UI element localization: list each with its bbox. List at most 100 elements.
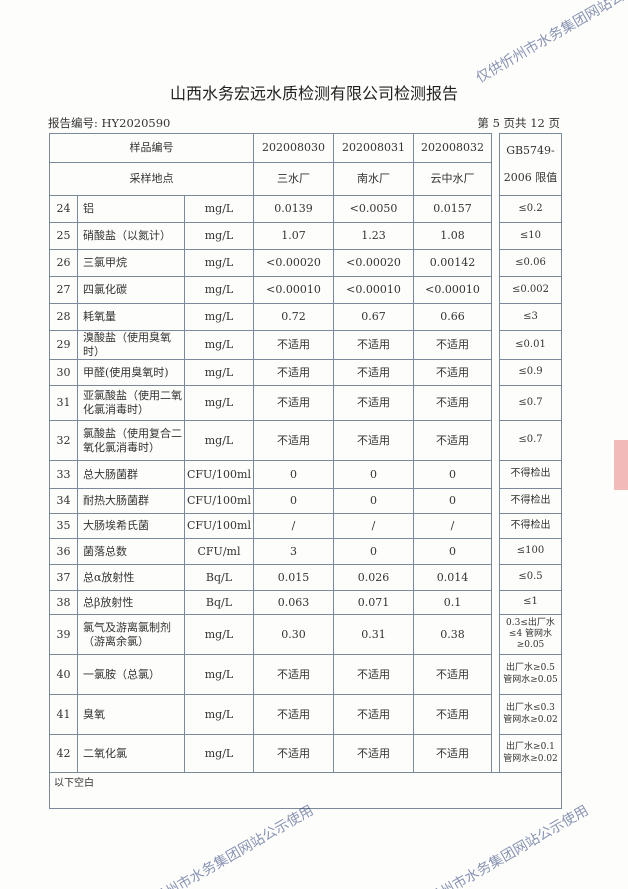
result-value: 0.014 <box>412 564 492 591</box>
result-value: <0.00010 <box>412 276 492 304</box>
item-no: 41 <box>49 694 78 735</box>
table-row: 30 甲醛(使用臭氧时) mg/L 不适用 不适用 不适用 ≤0.9 <box>49 359 562 386</box>
table-row: 40 一氯胺（总氯） mg/L 不适用 不适用 不适用 出厂水≥0.5 管网水≥0.05 <box>49 654 562 695</box>
item-no: 24 <box>49 195 78 223</box>
result-value: 不适用 <box>332 359 414 386</box>
item-name: 总大肠菌群 <box>77 460 185 489</box>
result-value: <0.00010 <box>332 276 414 304</box>
item-unit: mg/L <box>184 249 254 277</box>
table-row: 31 亚氯酸盐（使用二氧化氯消毒时） mg/L 不适用 不适用 不适用 ≤0.7 <box>49 385 562 421</box>
result-value: 1.07 <box>252 222 334 250</box>
result-value: 0.071 <box>332 590 414 615</box>
result-value: 0.67 <box>332 303 414 331</box>
result-value: 0.063 <box>252 590 334 615</box>
item-name: 耐热大肠菌群 <box>77 488 185 514</box>
watermark: 仅供忻州市水务集团网站公示使用 <box>401 802 592 889</box>
result-value: 不适用 <box>252 734 334 773</box>
item-unit: mg/L <box>184 330 254 360</box>
item-no: 33 <box>49 460 78 489</box>
table-row: 29 溴酸盐（使用臭氧时） mg/L 不适用 不适用 不适用 ≤0.01 <box>49 330 562 360</box>
result-value: 0.30 <box>252 614 334 655</box>
sample-no: 202008030 <box>252 133 334 163</box>
item-name: 耗氧量 <box>77 303 185 331</box>
table-row: 32 氯酸盐（使用复合二氧化氯消毒时） mg/L 不适用 不适用 不适用 ≤0.7 <box>49 420 562 461</box>
table-row: 37 总α放射性 Bq/L 0.015 0.026 0.014 ≤0.5 <box>49 564 562 591</box>
table-row: 41 臭氧 mg/L 不适用 不适用 不适用 出厂水≤0.3 管网水≥0.02 <box>49 694 562 735</box>
limit-value: ≤0.5 <box>498 564 562 591</box>
table-row: 36 菌落总数 CFU/ml 3 0 0 ≤100 <box>49 538 562 565</box>
result-value: 不适用 <box>412 734 492 773</box>
limit-value: 不得检出 <box>498 460 562 489</box>
result-value: / <box>332 513 414 539</box>
item-unit: mg/L <box>184 694 254 735</box>
table-row: 39 氯气及游离氯制剂（游离余氯） mg/L 0.30 0.31 0.38 0.3≤出厂水≤… <box>49 614 562 655</box>
result-value: 0.1 <box>412 590 492 615</box>
table-row: 24 铝 mg/L 0.0139 <0.0050 0.0157 ≤0.2 <box>49 195 562 223</box>
result-value: 不适用 <box>332 734 414 773</box>
result-value: 不适用 <box>412 654 492 695</box>
item-name: 溴酸盐（使用臭氧时） <box>77 330 185 360</box>
page-indicator: 第 5 页共 12 页 <box>477 116 560 130</box>
result-value: 不适用 <box>252 330 334 360</box>
result-value: 0 <box>332 488 414 514</box>
item-unit: mg/L <box>184 359 254 386</box>
table-row: 28 耗氧量 mg/L 0.72 0.67 0.66 ≤3 <box>49 303 562 331</box>
result-value: 不适用 <box>252 359 334 386</box>
limit-value: ≤1 <box>498 590 562 615</box>
item-no: 40 <box>49 654 78 695</box>
limit-value: ≤10 <box>498 222 562 250</box>
result-value: 0.31 <box>332 614 414 655</box>
item-no: 27 <box>49 276 78 304</box>
result-value: 不适用 <box>412 420 492 461</box>
result-value: 0 <box>412 460 492 489</box>
result-value: 0.0157 <box>412 195 492 223</box>
result-value: 不适用 <box>412 385 492 421</box>
item-no: 38 <box>49 590 78 615</box>
result-value: 不适用 <box>332 420 414 461</box>
limit-value: ≤0.002 <box>498 276 562 304</box>
item-unit: CFU/100ml <box>184 513 254 539</box>
item-unit: mg/L <box>184 654 254 695</box>
item-no: 28 <box>49 303 78 331</box>
item-name: 大肠埃希氏菌 <box>77 513 185 539</box>
item-no: 37 <box>49 564 78 591</box>
result-value: 0.0139 <box>252 195 334 223</box>
results-table: 样品编号 202008030 202008031 202008032 GB574… <box>49 133 562 809</box>
sample-no: 202008031 <box>332 133 414 163</box>
result-value: 3 <box>252 538 334 565</box>
result-value: 不适用 <box>252 694 334 735</box>
table-row: 25 硝酸盐（以氮计） mg/L 1.07 1.23 1.08 ≤10 <box>49 222 562 250</box>
result-value: <0.00010 <box>252 276 334 304</box>
item-name: 臭氧 <box>77 694 185 735</box>
item-unit: mg/L <box>184 276 254 304</box>
limit-value: 出厂水≤0.3 管网水≥0.02 <box>498 694 562 735</box>
result-value: 0 <box>252 488 334 514</box>
limit-value: 不得检出 <box>498 488 562 514</box>
item-unit: mg/L <box>184 734 254 773</box>
result-value: 不适用 <box>332 385 414 421</box>
item-name: 菌落总数 <box>77 538 185 565</box>
limit-value: ≤0.2 <box>498 195 562 223</box>
result-value: / <box>252 513 334 539</box>
item-name: 三氯甲烷 <box>77 249 185 277</box>
report-number: 报告编号: HY2020590 <box>48 116 171 130</box>
limit-value: 不得检出 <box>498 513 562 539</box>
item-name: 一氯胺（总氯） <box>77 654 185 695</box>
result-value: / <box>412 513 492 539</box>
item-unit: Bq/L <box>184 590 254 615</box>
limit-header: GB5749-2006 限值 <box>498 133 562 196</box>
result-value: 0.38 <box>412 614 492 655</box>
limit-value: ≤0.7 <box>498 420 562 461</box>
item-name: 氯酸盐（使用复合二氧化氯消毒时） <box>77 420 185 461</box>
result-value: 0 <box>412 488 492 514</box>
result-value: 1.23 <box>332 222 414 250</box>
site: 三水厂 <box>252 162 334 196</box>
result-value: 0 <box>332 538 414 565</box>
result-value: 1.08 <box>412 222 492 250</box>
result-value: 不适用 <box>332 330 414 360</box>
item-unit: Bq/L <box>184 564 254 591</box>
site-label: 采样地点 <box>49 162 254 196</box>
item-name: 亚氯酸盐（使用二氧化氯消毒时） <box>77 385 185 421</box>
item-name: 硝酸盐（以氮计） <box>77 222 185 250</box>
item-unit: mg/L <box>184 614 254 655</box>
